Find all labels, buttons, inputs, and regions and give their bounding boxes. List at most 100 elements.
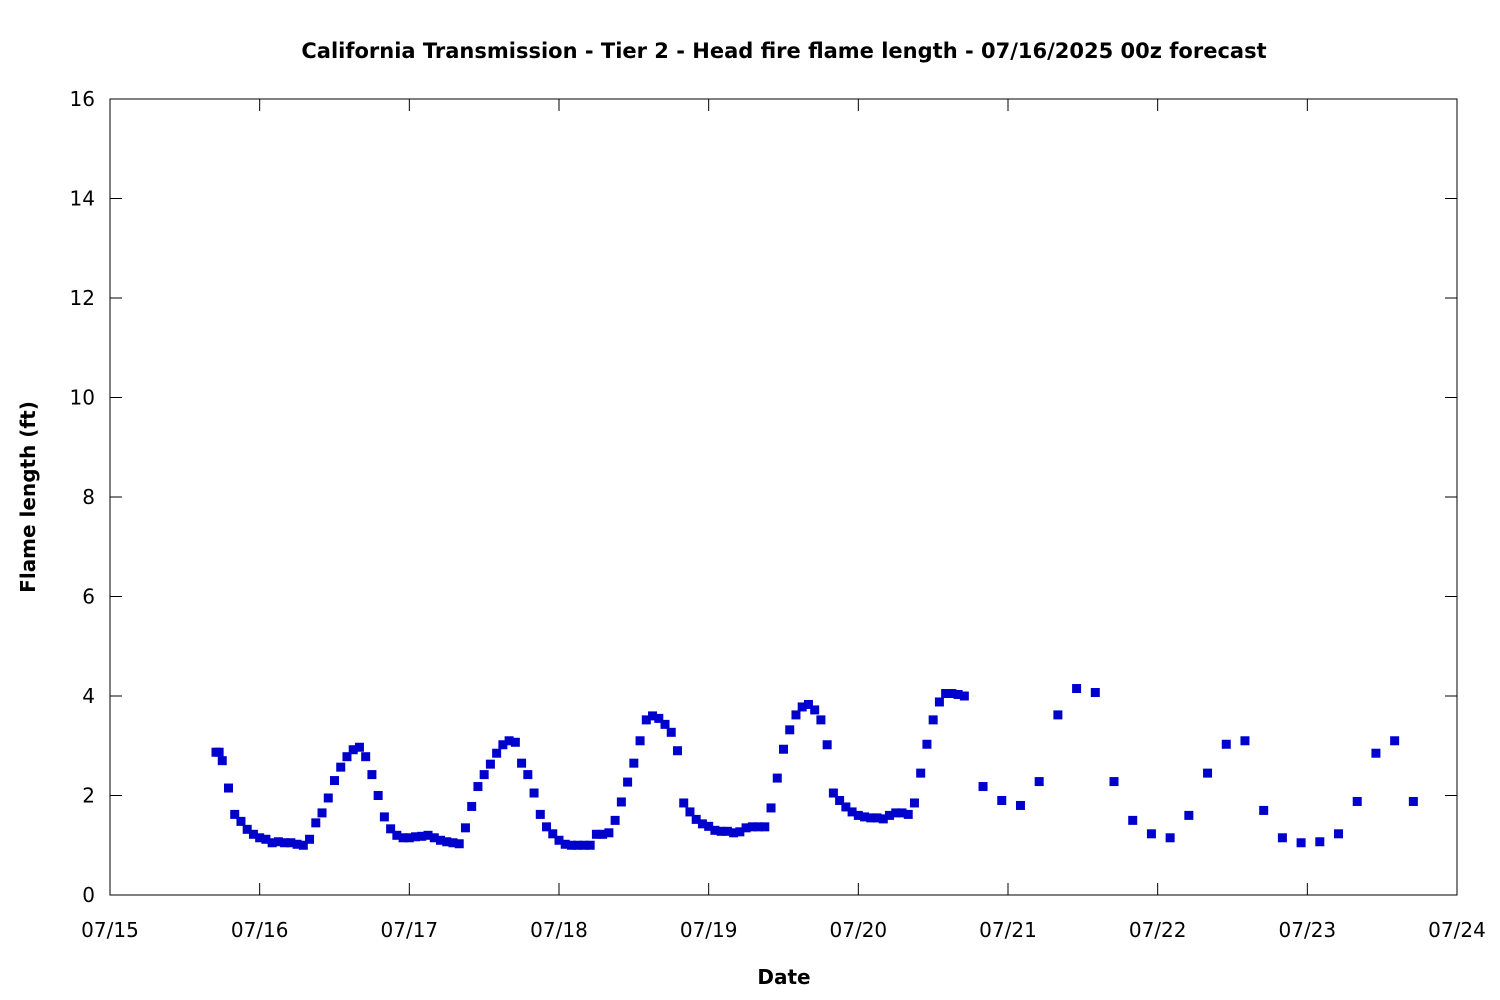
data-point: [1090, 688, 1100, 698]
data-point: [766, 803, 776, 813]
data-point: [267, 838, 277, 848]
data-point: [722, 826, 732, 836]
x-tick-label: 07/15: [81, 918, 139, 942]
x-tick-label: 07/20: [830, 918, 888, 942]
data-point: [604, 828, 614, 838]
data-point: [791, 710, 801, 720]
data-point: [916, 768, 926, 778]
data-point: [230, 809, 240, 819]
data-point: [885, 810, 895, 820]
data-point: [255, 833, 265, 843]
data-point: [1390, 736, 1400, 746]
data-point: [629, 758, 639, 768]
data-point: [959, 691, 969, 701]
y-axis-label: Flame length (ft): [16, 401, 40, 593]
data-point: [529, 788, 539, 798]
y-tick-label: 8: [82, 485, 95, 509]
data-point: [1109, 777, 1119, 787]
data-point: [1259, 805, 1269, 815]
data-point: [560, 839, 570, 849]
data-point: [685, 807, 695, 817]
data-point: [598, 829, 608, 839]
data-point: [504, 736, 514, 746]
data-point: [423, 830, 433, 840]
data-point: [429, 833, 439, 843]
data-point: [716, 826, 726, 836]
data-point: [1146, 829, 1156, 839]
data-point: [897, 808, 907, 818]
data-point: [460, 823, 470, 833]
data-point: [535, 809, 545, 819]
x-tick-label: 07/18: [530, 918, 588, 942]
data-point: [1203, 768, 1213, 778]
x-tick-label: 07/23: [1279, 918, 1337, 942]
data-point: [579, 840, 589, 850]
data-point: [616, 797, 626, 807]
data-point: [348, 745, 358, 755]
data-point: [242, 824, 252, 834]
data-point: [1371, 748, 1381, 758]
x-axis-label: Date: [757, 965, 810, 989]
data-point: [641, 715, 651, 725]
data-point: [841, 802, 851, 812]
data-point: [679, 798, 689, 808]
data-point: [903, 809, 913, 819]
data-point: [1072, 684, 1082, 694]
data-point: [828, 788, 838, 798]
data-point: [1128, 815, 1138, 825]
x-tick-label: 07/22: [1129, 918, 1187, 942]
data-point: [479, 770, 489, 780]
data-point: [442, 837, 452, 847]
data-point: [1315, 837, 1325, 847]
data-point: [847, 807, 857, 817]
data-point: [386, 824, 396, 834]
data-point: [1240, 736, 1250, 746]
data-point: [922, 739, 932, 749]
data-point: [672, 746, 682, 756]
data-point: [548, 829, 558, 839]
data-point: [398, 833, 408, 843]
x-tick-label: 07/19: [680, 918, 738, 942]
data-point: [273, 837, 283, 847]
data-point: [573, 840, 583, 850]
y-tick-label: 4: [82, 684, 95, 708]
y-tick-label: 16: [70, 87, 95, 111]
data-point: [223, 783, 233, 793]
data-point: [747, 822, 757, 832]
x-tick-label: 07/21: [979, 918, 1037, 942]
data-point: [947, 689, 957, 699]
data-point: [691, 814, 701, 824]
data-point: [997, 795, 1007, 805]
data-point: [248, 829, 258, 839]
data-point: [610, 815, 620, 825]
data-point: [361, 752, 371, 762]
data-point: [510, 737, 520, 747]
data-point: [1184, 810, 1194, 820]
data-point: [236, 816, 246, 826]
data-point: [934, 697, 944, 707]
data-point: [785, 725, 795, 735]
data-points: [211, 684, 1418, 850]
data-point: [754, 822, 764, 832]
data-point: [214, 747, 224, 757]
data-point: [623, 777, 633, 787]
data-point: [404, 833, 414, 843]
data-point: [1277, 833, 1287, 843]
data-point: [666, 727, 676, 737]
data-point: [1221, 739, 1231, 749]
data-point: [1015, 800, 1025, 810]
data-point: [292, 839, 302, 849]
data-point: [909, 798, 919, 808]
data-point: [779, 744, 788, 754]
data-point: [566, 840, 576, 850]
data-point: [280, 838, 290, 848]
data-point: [311, 818, 321, 828]
data-point: [1034, 777, 1044, 787]
data-point: [485, 759, 495, 769]
data-point: [697, 819, 707, 829]
data-point: [853, 810, 863, 820]
data-point: [860, 812, 870, 822]
data-point: [498, 740, 508, 750]
data-point: [654, 713, 664, 723]
